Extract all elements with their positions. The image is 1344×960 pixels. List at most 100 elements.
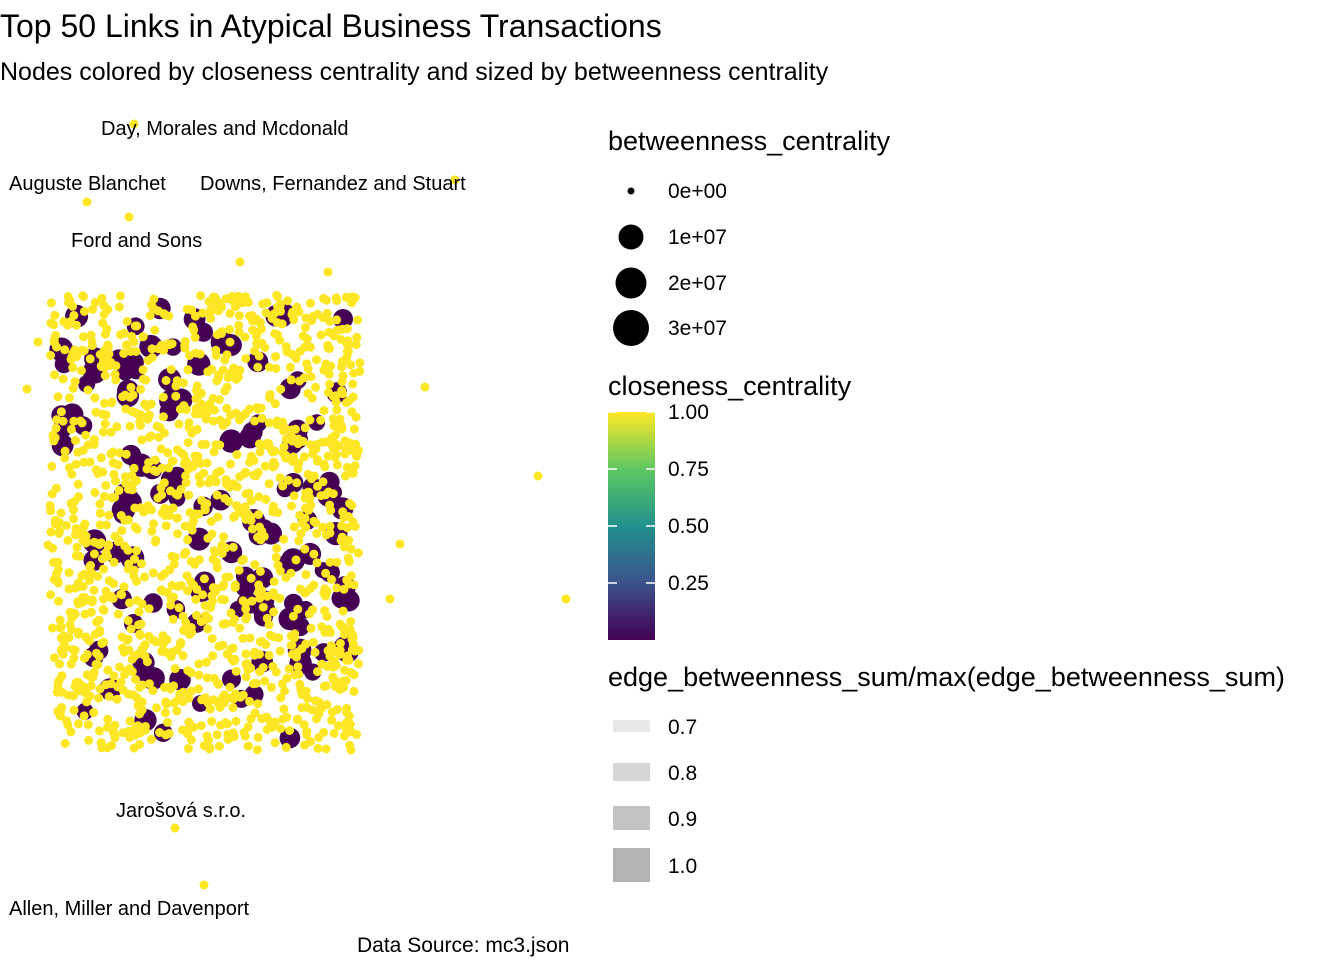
- network-node: [123, 616, 133, 626]
- network-node: [195, 478, 205, 488]
- network-node: [289, 522, 299, 532]
- network-node: [321, 681, 331, 691]
- network-node: [58, 374, 68, 384]
- network-node: [73, 349, 83, 358]
- network-node: [306, 623, 316, 633]
- network-node: [119, 349, 129, 358]
- network-node: [204, 478, 214, 488]
- network-node: [83, 440, 93, 450]
- network-node: [183, 535, 193, 545]
- network-node: [344, 557, 354, 567]
- network-node: [99, 492, 109, 501]
- network-node: [157, 490, 167, 500]
- network-node: [287, 433, 297, 443]
- network-node: [218, 421, 228, 431]
- network-node: [64, 633, 74, 643]
- network-node: [283, 296, 293, 306]
- network-node: [89, 585, 99, 595]
- network-node: [184, 351, 194, 360]
- network-node: [121, 340, 131, 350]
- network-node: [198, 590, 208, 600]
- network-node: [138, 365, 148, 375]
- network-node: [306, 298, 315, 308]
- network-node: [181, 405, 191, 414]
- network-node: [66, 316, 76, 326]
- network-node: [257, 413, 267, 423]
- network-node: [115, 291, 125, 301]
- network-node: [126, 382, 136, 392]
- network-node: [221, 543, 231, 553]
- network-node: [302, 727, 312, 737]
- network-node: [72, 542, 82, 552]
- network-node: [248, 524, 257, 534]
- network-node: [332, 557, 342, 567]
- network-node: [420, 382, 430, 392]
- network-node: [114, 485, 124, 495]
- network-node: [96, 738, 106, 748]
- network-node: [231, 689, 241, 699]
- network-node: [62, 716, 72, 726]
- edge-legend-key: [613, 720, 650, 732]
- network-node: [168, 456, 178, 466]
- network-node: [255, 447, 265, 457]
- network-node: [335, 645, 345, 655]
- network-node: [171, 391, 181, 401]
- network-node: [278, 448, 288, 458]
- network-node: [50, 653, 59, 663]
- network-node: [246, 515, 256, 525]
- network-node: [212, 468, 222, 478]
- network-node: [292, 647, 302, 657]
- network-node: [230, 580, 240, 590]
- labeled-node: [124, 212, 134, 222]
- network-node: [303, 388, 313, 398]
- network-node: [234, 320, 244, 330]
- network-node: [76, 366, 86, 376]
- edge-legend-key: [613, 806, 650, 830]
- network-node: [117, 590, 127, 600]
- network-node: [225, 337, 235, 347]
- network-node: [95, 499, 105, 509]
- size-legend-label: 3e+07: [668, 317, 727, 340]
- network-node: [172, 706, 182, 716]
- network-node: [174, 603, 184, 613]
- network-node: [249, 650, 259, 660]
- edge-legend-title: edge_betweenness_sum/max(edge_betweennes…: [608, 662, 1285, 692]
- network-node: [349, 686, 359, 696]
- network-node: [86, 560, 95, 570]
- network-node: [126, 624, 136, 634]
- network-node: [355, 358, 365, 368]
- size-legend-key: [613, 310, 649, 346]
- size-legend-key: [615, 267, 647, 299]
- node-label: Allen, Miller and Davenport: [9, 898, 250, 920]
- network-node: [323, 451, 333, 461]
- network-node: [276, 693, 286, 703]
- network-node: [139, 642, 149, 652]
- network-node: [145, 311, 155, 321]
- network-node: [45, 501, 55, 510]
- network-node: [181, 471, 191, 481]
- network-node: [113, 609, 123, 619]
- labeled-node: [199, 880, 209, 890]
- network-node: [268, 501, 278, 511]
- network-node: [209, 405, 219, 415]
- network-node: [90, 488, 100, 497]
- network-node: [241, 659, 251, 669]
- network-node: [331, 661, 341, 670]
- network-node: [250, 560, 260, 570]
- network-node: [188, 322, 198, 332]
- network-node: [164, 508, 174, 518]
- network-node: [342, 655, 352, 665]
- network-node: [308, 443, 318, 453]
- labeled-node: [82, 197, 92, 207]
- network-node: [132, 409, 142, 419]
- size-legend-key: [627, 187, 635, 195]
- network-node: [340, 665, 350, 675]
- network-node: [111, 476, 120, 486]
- network-node: [299, 373, 309, 383]
- network-node: [163, 339, 173, 349]
- network-node: [262, 613, 272, 623]
- network-node: [222, 403, 232, 413]
- network-node: [337, 521, 347, 531]
- network-node: [255, 522, 264, 532]
- network-node: [316, 330, 326, 340]
